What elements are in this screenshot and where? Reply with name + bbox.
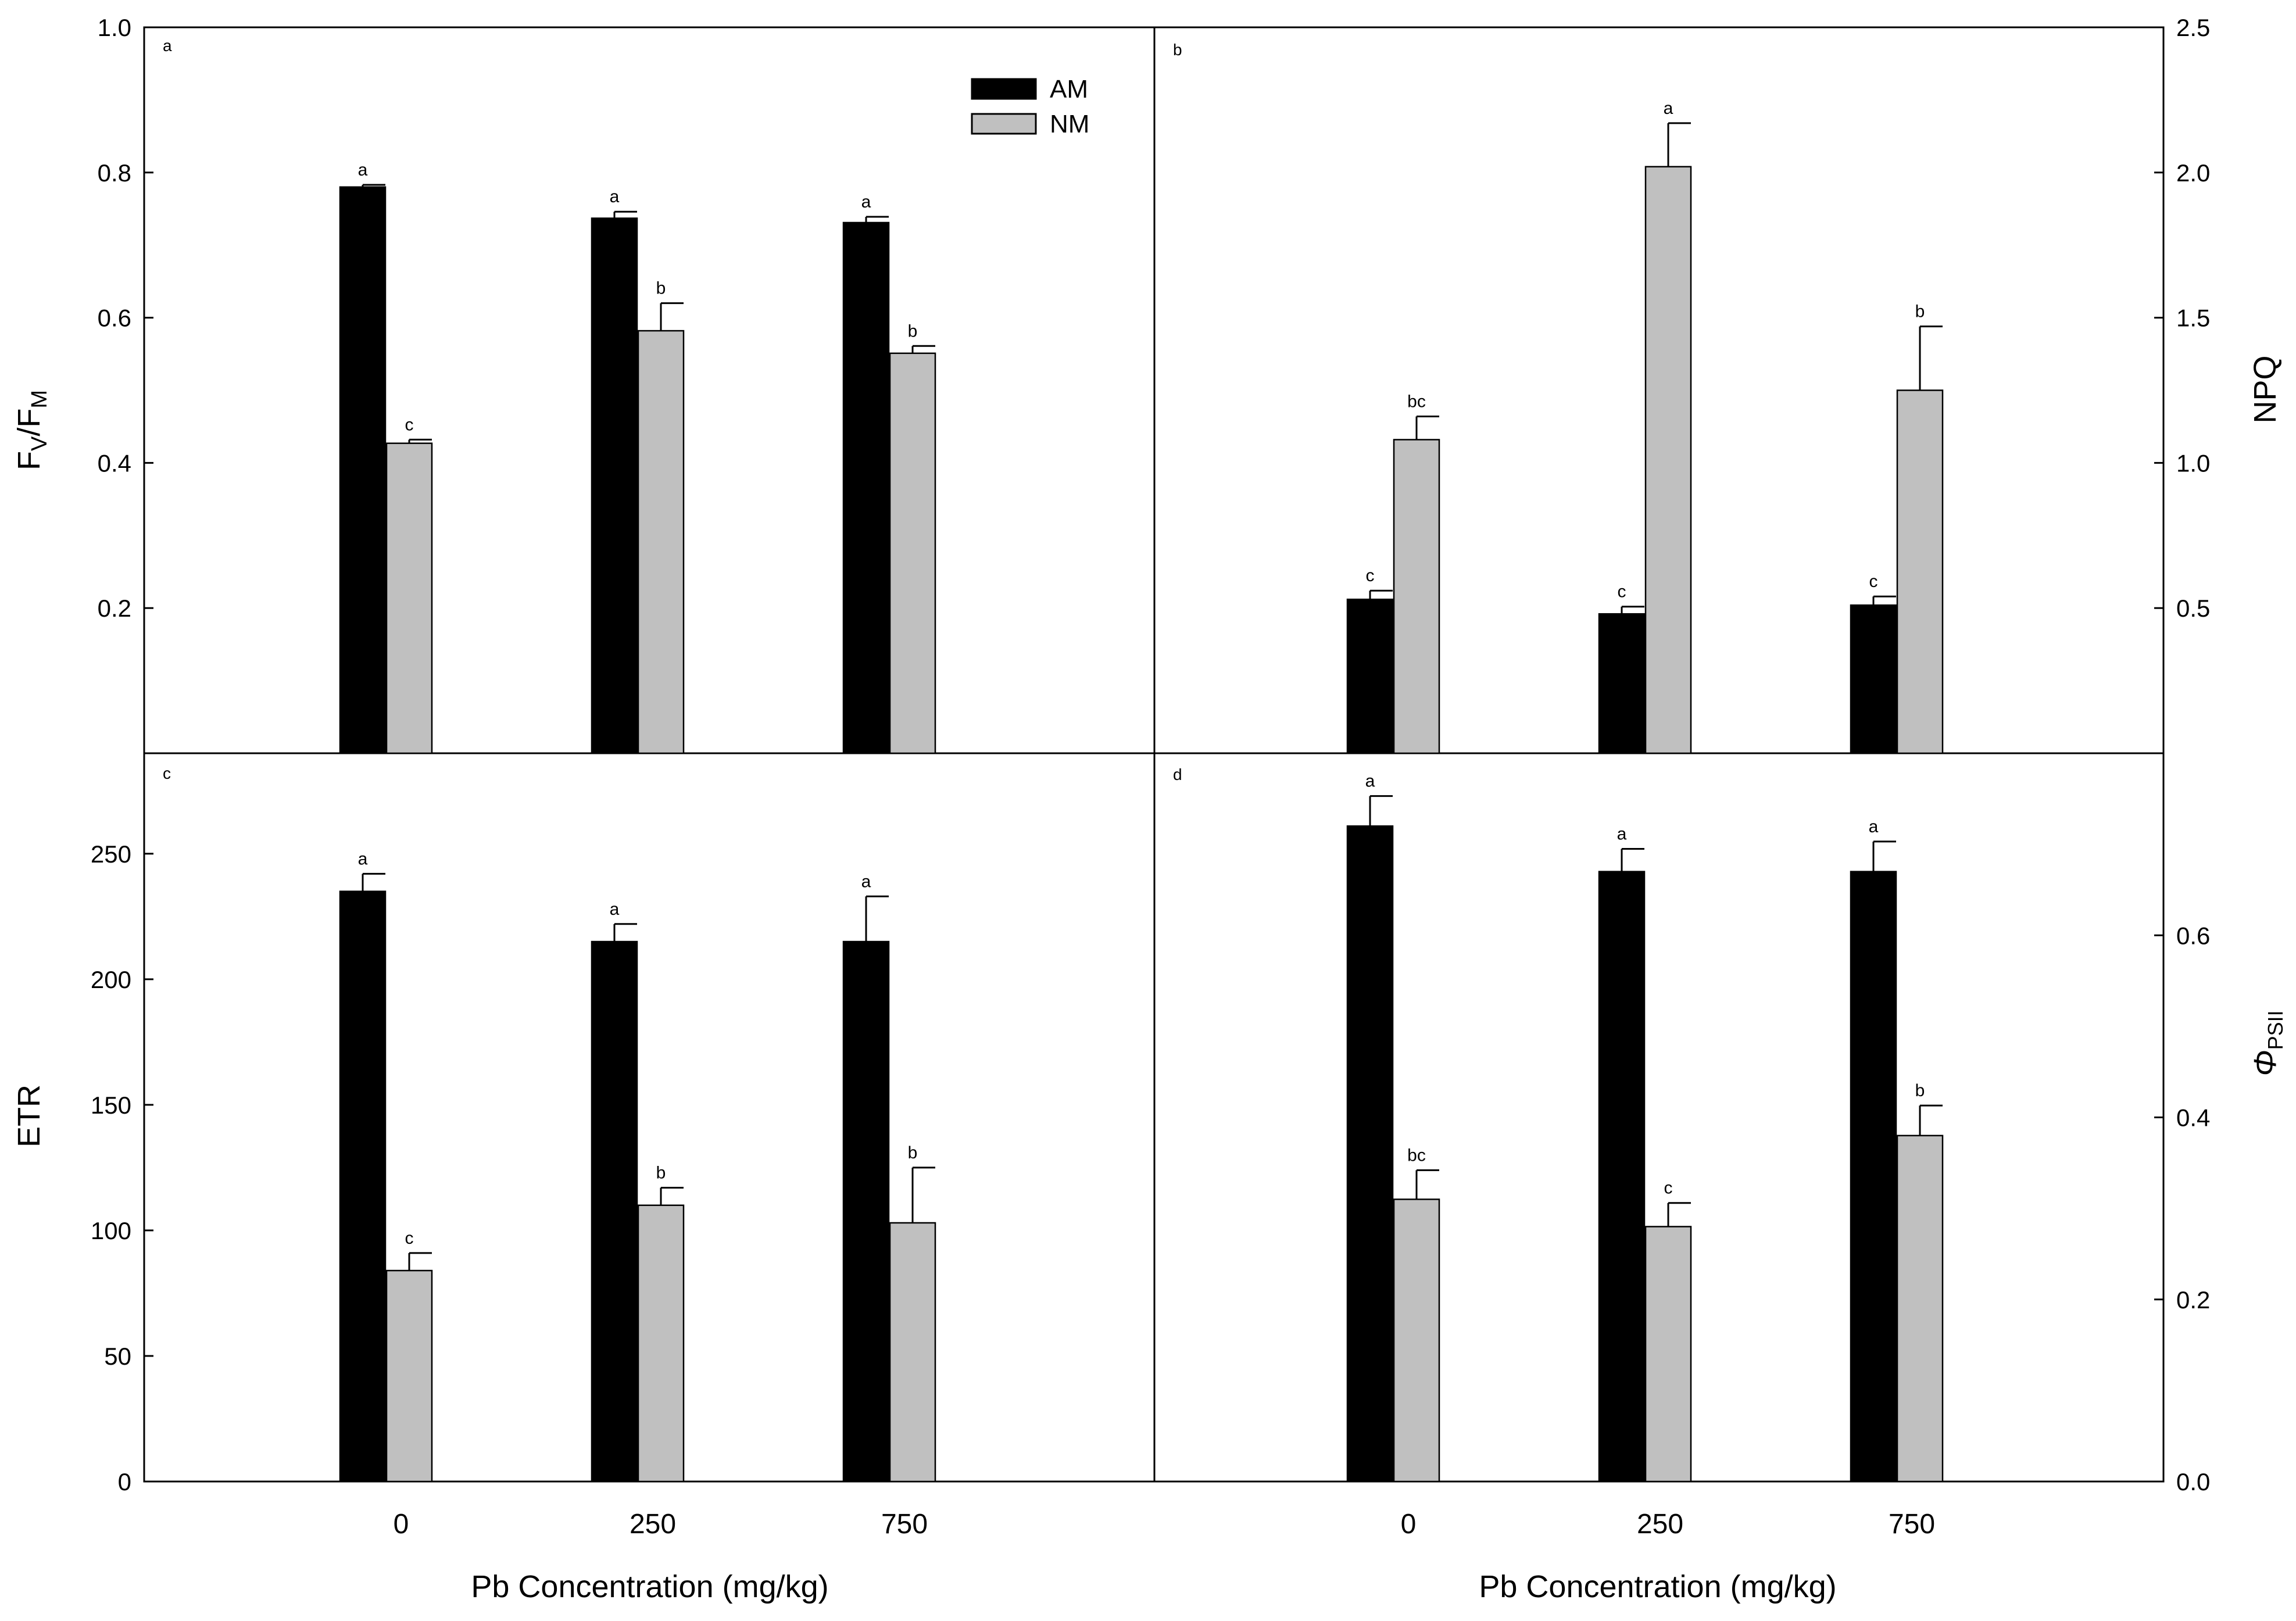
y-tick-label: 0.4 [2176,1104,2210,1132]
y-tick-label: 0.4 [98,449,131,477]
significance-letter: a [610,900,620,919]
bar-nm [637,1204,685,1483]
y-axis-title-etr: ETR [12,1085,47,1147]
significance-letter: b [908,321,918,341]
bar-nm [889,352,936,754]
significance-letter: c [1366,566,1375,585]
bar-am [339,890,387,1483]
y-tick-label: 100 [91,1217,131,1244]
legend-label-am: AM [1050,75,1088,103]
bar-am [591,940,638,1483]
y-tick-label: 0 [118,1468,131,1495]
y-tick-label: 250 [91,840,131,868]
panel-label-c: c [163,764,171,782]
bar-nm [1393,439,1440,754]
significance-letter: a [610,187,620,206]
y-tick-label: 1.5 [2176,305,2210,332]
y-axis-title-fv-fm: FV/FM [12,390,52,470]
x-axis-title-right: Pb Concentration (mg/kg) [1479,1569,1836,1604]
legend-label-nm: NM [1050,110,1089,138]
x-axis-title-left: Pb Concentration (mg/kg) [471,1569,828,1604]
bar-nm [1644,166,1692,754]
x-tick-label: 250 [1637,1509,1683,1540]
significance-letter: bc [1407,1146,1426,1165]
significance-letter: b [656,279,666,298]
x-tick-label: 250 [630,1509,676,1540]
bar-nm [1644,1226,1692,1483]
significance-letter: b [908,1143,918,1162]
bar-am [842,940,890,1483]
panel-d-phi-psii: 0.0 0.2 0.4 0.6 a a a bc c b 0 250 750 [1346,772,2210,1540]
legend-swatch-nm [971,113,1037,135]
y-tick-label: 2.0 [2176,159,2210,187]
y-tick-label: 50 [104,1343,131,1370]
y-tick-label: 2.5 [2176,14,2210,41]
bar-nm [1896,1135,1944,1483]
bar-am [591,217,638,754]
y-tick-label: 1.0 [98,14,131,41]
significance-letter: bc [1407,392,1426,411]
significance-letter: a [1617,824,1627,843]
panel-label-a: a [163,37,172,55]
bar-am [842,221,890,754]
bar-nm [637,330,685,754]
significance-letter: a [861,872,871,891]
legend: AM NM [971,75,1089,138]
bar-am [1346,825,1394,1483]
significance-letter: c [1618,582,1626,602]
y-tick-label: 0.8 [98,159,131,187]
bar-nm [1896,389,1944,754]
significance-letter: a [1365,772,1375,791]
y-axis-title-phi-psii: ΦPSII [2248,1010,2287,1076]
significance-letter: c [405,1229,414,1248]
x-tick-label: 750 [881,1509,928,1540]
bar-nm [889,1222,936,1483]
bar-am [1850,871,1897,1483]
y-tick-label: 150 [91,1092,131,1119]
bar-nm [1393,1198,1440,1483]
bar-am [1850,604,1897,754]
y-tick-label: 0.0 [2176,1468,2210,1495]
bar-am [1598,613,1646,754]
significance-letter: c [405,415,414,434]
y-axis-title-npq: NPQ [2248,355,2283,423]
panel-label-d: d [1173,765,1182,783]
y-tick-label: 0.5 [2176,595,2210,622]
bar-nm [385,442,433,754]
bar-am [1598,871,1646,1483]
y-tick-label: 0.2 [2176,1286,2210,1314]
y-tick-label: 0.6 [2176,922,2210,949]
significance-letter: a [358,160,368,180]
y-tick-label: 200 [91,966,131,993]
bar-nm [385,1269,433,1483]
significance-letter: b [1915,302,1925,321]
significance-letter: a [1869,817,1879,836]
significance-letter: a [861,192,871,212]
x-tick-label: 0 [1401,1509,1417,1540]
y-tick-label: 0.6 [98,305,131,332]
panel-b-npq: 0.5 1.0 1.5 2.0 2.5 c c c bc a b [1346,14,2210,754]
significance-letter: b [656,1163,666,1182]
panel-label-b: b [1173,41,1182,59]
y-tick-label: 0.2 [98,595,131,622]
significance-letter: a [1664,99,1673,118]
significance-letter: a [358,849,368,868]
significance-letter: b [1915,1081,1925,1100]
significance-letter: c [1664,1179,1673,1198]
panel-a-fv-fm: 0.2 0.4 0.6 0.8 1.0 a a a c b b [98,14,936,754]
bar-am [1346,598,1394,754]
x-tick-label: 750 [1889,1509,1935,1540]
panel-c-etr: 0 50 100 150 200 250 a a a c b b 0 250 750 [91,840,936,1540]
significance-letter: c [1869,572,1878,591]
x-tick-label: 0 [394,1509,409,1540]
y-tick-label: 1.0 [2176,449,2210,477]
bar-am [339,186,387,754]
legend-swatch-am [971,78,1037,100]
